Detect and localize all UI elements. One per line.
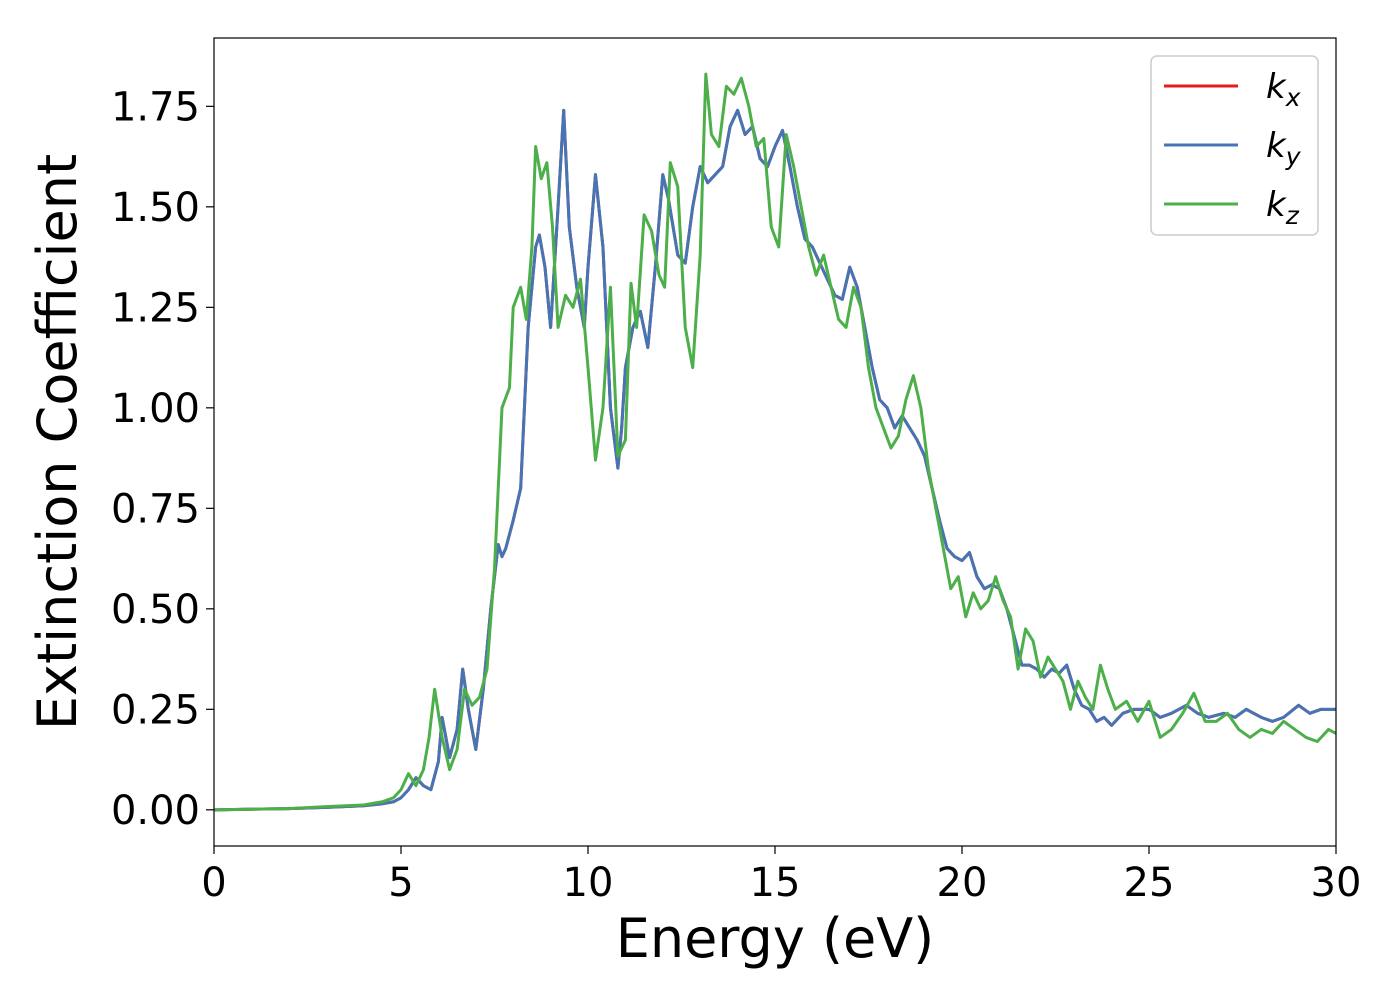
x-tick-label: 15 <box>750 860 801 906</box>
y-tick-label: 0.25 <box>111 687 200 733</box>
x-tick-label: 25 <box>1124 860 1175 906</box>
x-tick-label: 20 <box>937 860 988 906</box>
legend-label-k-z: kz <box>1266 185 1300 230</box>
x-tick-label: 30 <box>1311 860 1362 906</box>
x-tick-label: 10 <box>563 860 614 906</box>
x-axis: 0 5 10 15 20 25 30 <box>201 846 1361 906</box>
y-tick-label: 0.75 <box>111 486 200 532</box>
x-tick-label: 0 <box>201 860 226 906</box>
x-axis-label: Energy (eV) <box>616 907 935 970</box>
y-axis: 0.00 0.25 0.50 0.75 1.00 1.25 1.50 1.75 <box>111 84 214 834</box>
y-tick-label: 1.50 <box>111 185 200 231</box>
y-tick-label: 1.00 <box>111 386 200 432</box>
y-tick-label: 1.25 <box>111 285 200 331</box>
series-line-k-z <box>214 72 1336 812</box>
y-tick-label: 0.50 <box>111 587 200 633</box>
series-line-k-y <box>214 108 1336 812</box>
legend: kx ky kz <box>1150 55 1319 236</box>
y-tick-label: 0.00 <box>111 788 200 834</box>
legend-label-k-x: kx <box>1266 67 1301 112</box>
y-tick-label: 1.75 <box>111 84 200 130</box>
x-tick-label: 5 <box>388 860 413 906</box>
legend-label-k-y: ky <box>1266 126 1302 171</box>
y-axis-label: Extinction Coefficient <box>26 154 89 730</box>
series-layer <box>214 72 1336 812</box>
